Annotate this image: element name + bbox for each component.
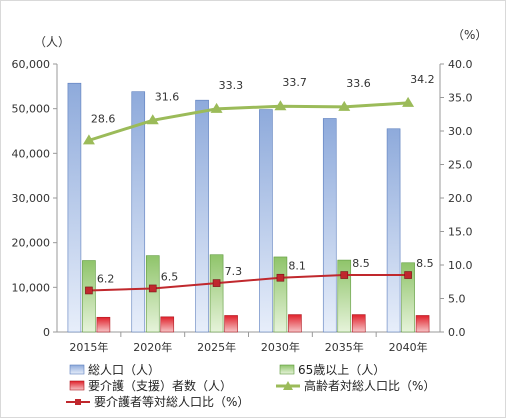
data-label: 8.1 — [288, 260, 306, 273]
right-tick-label: 40.0 — [448, 58, 473, 71]
bar — [145, 255, 160, 333]
legend-label: 要介護（支援）者数（人） — [88, 378, 232, 393]
data-label: 7.3 — [225, 265, 243, 278]
left-tick-label: 60,000 — [12, 58, 51, 71]
data-label: 33.3 — [219, 79, 244, 92]
bar — [82, 260, 96, 333]
left-tick-label: 30,000 — [12, 192, 51, 205]
legend-label: 65歳以上（人） — [298, 363, 385, 377]
left-tick-label: 20,000 — [12, 237, 51, 250]
point-marker — [276, 273, 285, 282]
point-marker — [146, 114, 159, 125]
point-marker — [402, 96, 415, 107]
data-label: 6.5 — [161, 270, 179, 283]
bar — [96, 316, 111, 333]
legend: 総人口（人） 65歳以上（人） 要介護（支援）者数（人） 高齢者対総人口比（%） 要介護… — [66, 363, 435, 409]
bar — [337, 259, 352, 333]
legend-swatch — [69, 364, 85, 375]
point-marker — [274, 100, 287, 111]
bar — [351, 314, 366, 333]
right-axis-unit: （%） — [452, 28, 487, 42]
point-marker — [212, 279, 221, 287]
axes: 0 10,000 20,000 30,000 40,000 50,000 60,000 0.0… — [12, 58, 473, 354]
bars — [67, 82, 430, 333]
x-tick-label: 2030年 — [261, 340, 300, 354]
point-marker — [338, 100, 351, 111]
x-tick-label: 2025年 — [197, 340, 236, 354]
point-marker — [340, 271, 349, 279]
right-tick-label: 5.0 — [448, 293, 466, 306]
right-tick-label: 25.0 — [448, 159, 473, 172]
point-marker — [404, 271, 412, 279]
left-tick-label: 10,000 — [12, 281, 51, 294]
right-tick-label: 15.0 — [448, 226, 473, 239]
right-tick-label: 10.0 — [448, 259, 473, 272]
data-label: 33.6 — [346, 77, 371, 90]
x-tick-label: 2035年 — [325, 340, 364, 354]
data-label: 8.5 — [352, 257, 370, 270]
bar — [288, 314, 302, 333]
legend-marker — [283, 381, 293, 390]
bar — [224, 315, 238, 333]
data-label: 33.7 — [282, 76, 307, 89]
bar — [401, 262, 415, 333]
data-label: 31.6 — [155, 90, 180, 103]
bar — [322, 118, 337, 333]
bar — [415, 315, 430, 333]
data-label: 6.2 — [97, 272, 115, 285]
legend-swatch — [279, 364, 295, 375]
legend-label: 要介護者等対総人口比（%） — [94, 394, 249, 409]
series-line — [88, 274, 409, 292]
legend-marker — [75, 399, 81, 405]
right-tick-label: 30.0 — [448, 125, 473, 138]
point-marker — [82, 134, 95, 145]
bar — [209, 254, 224, 333]
point-marker — [85, 286, 93, 295]
bar — [273, 256, 288, 333]
right-tick-label: 0.0 — [448, 326, 466, 339]
series-line — [88, 101, 409, 142]
right-tick-label: 35.0 — [448, 92, 473, 105]
legend-label: 総人口（人） — [88, 363, 160, 377]
bar — [131, 91, 146, 333]
data-label: 34.2 — [410, 73, 435, 86]
left-axis-unit: （人） — [34, 35, 70, 49]
bar — [160, 316, 175, 333]
bar — [195, 99, 209, 333]
data-label: 28.6 — [91, 112, 116, 125]
point-marker — [210, 102, 223, 113]
x-tick-label: 2020年 — [133, 340, 172, 354]
legend-swatch — [69, 380, 85, 391]
right-tick-label: 20.0 — [448, 192, 473, 205]
lines: 28.6 31.6 33.3 33.7 33.6 34.2 6.2 6.5 7.3 8.1 8.5 8… — [82, 73, 435, 295]
point-marker — [148, 284, 157, 293]
bar — [386, 128, 401, 333]
legend-label: 高齢者対総人口比（%） — [304, 378, 435, 393]
left-tick-label: 40,000 — [12, 147, 51, 160]
bar — [259, 109, 273, 333]
left-tick-label: 0 — [43, 326, 50, 339]
bar — [67, 82, 82, 333]
x-tick-label: 2015年 — [69, 340, 108, 354]
x-tick-label: 2040年 — [389, 340, 428, 354]
data-label: 8.5 — [416, 257, 434, 270]
left-tick-label: 50,000 — [12, 103, 51, 116]
